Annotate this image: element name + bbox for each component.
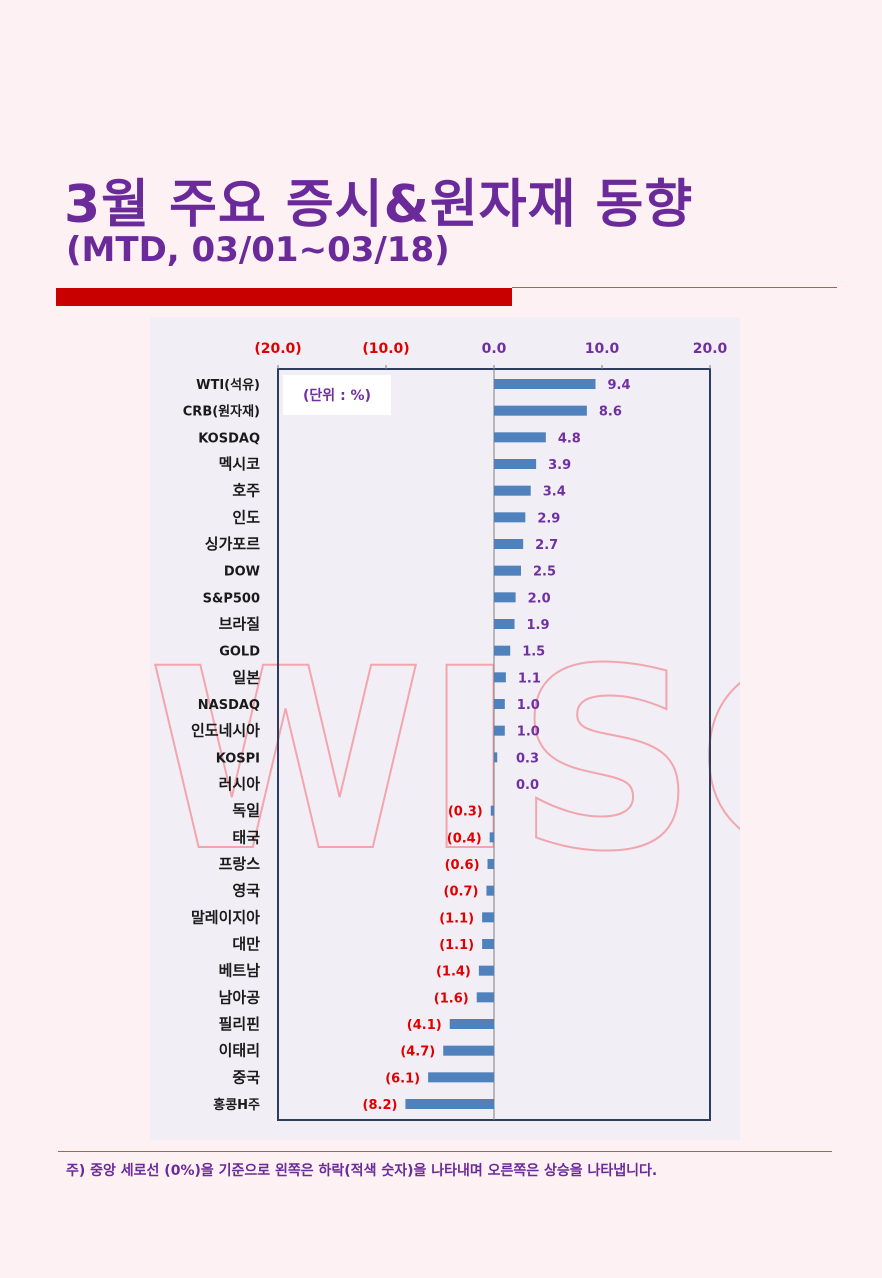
category-label: 영국 [232, 882, 260, 900]
value-label: 1.9 [527, 618, 550, 633]
footer-note: 주) 중앙 세로선 (0%)을 기준으로 왼쪽은 하락(적색 숫자)을 나타내며… [66, 1163, 658, 1179]
x-tick-label: (20.0) [254, 341, 301, 357]
category-label: 베트남 [219, 962, 261, 980]
value-label: (0.7) [444, 885, 479, 900]
category-label: 프랑스 [219, 855, 261, 873]
bar [449, 1019, 494, 1029]
category-label: KOSPI [216, 751, 260, 766]
category-label: WTI(석유) [196, 378, 260, 393]
title-accent-bar [56, 288, 512, 306]
value-label: 9.4 [608, 378, 631, 393]
bar [476, 992, 494, 1003]
value-label: (1.1) [439, 938, 474, 953]
bar [490, 805, 494, 816]
category-label: 인도 [232, 508, 260, 526]
bar [494, 405, 587, 416]
category-label: 러시아 [219, 775, 261, 793]
category-label: 브라질 [219, 615, 260, 633]
bar [494, 619, 515, 629]
bar [489, 832, 494, 843]
category-label: 일본 [232, 668, 260, 686]
category-label: CRB(원자재) [183, 405, 260, 420]
category-label: 독일 [232, 802, 260, 820]
watermark-text: WISC [150, 615, 740, 906]
category-label: S&P500 [203, 591, 260, 606]
bar [494, 539, 524, 549]
bar [494, 432, 546, 443]
bar [487, 859, 494, 869]
bar [443, 1045, 494, 1056]
value-label: (0.4) [447, 831, 482, 846]
bar [482, 939, 494, 949]
bar [405, 1099, 494, 1109]
unit-label-box [283, 375, 391, 415]
value-label: (8.2) [363, 1098, 398, 1113]
x-tick-label: 0.0 [482, 341, 507, 357]
category-label: 중국 [232, 1068, 260, 1086]
bar [494, 379, 596, 389]
title-underline [512, 287, 837, 288]
value-label: 0.0 [516, 778, 539, 793]
value-label: 1.5 [522, 645, 545, 660]
bar [494, 459, 537, 469]
bar [494, 592, 516, 603]
category-label: GOLD [219, 645, 260, 660]
value-label: 4.8 [558, 431, 581, 446]
bar [486, 885, 494, 896]
value-label: 2.9 [537, 511, 560, 526]
value-label: 8.6 [599, 405, 622, 420]
bar [494, 565, 521, 576]
bar [494, 725, 505, 736]
category-label: NASDAQ [198, 698, 260, 713]
category-label: 인도네시아 [191, 722, 260, 740]
value-label: 3.4 [543, 485, 566, 500]
bar [428, 1072, 494, 1083]
chart-panel: WISC (20.0) (10.0) 0.0 10.0 20.0 (단위 : %) WTI(석… [150, 317, 740, 1140]
bar [494, 699, 505, 709]
bar [478, 965, 494, 976]
value-label: (1.6) [434, 991, 469, 1006]
category-label: 말레이지아 [191, 908, 260, 926]
category-label: 남아공 [219, 988, 261, 1006]
value-label: (1.4) [436, 965, 471, 980]
value-label: (0.6) [445, 858, 480, 873]
unit-label: (단위 : %) [303, 387, 371, 404]
x-tick-label: (10.0) [362, 341, 409, 357]
bar [494, 645, 511, 656]
category-label: 호주 [232, 482, 260, 500]
bar-chart: WISC (20.0) (10.0) 0.0 10.0 20.0 (단위 : %) WTI(석… [150, 341, 740, 1121]
value-label: (1.1) [439, 911, 474, 926]
x-tick-label: 20.0 [693, 341, 728, 357]
page-title: 3월 주요 증시&원자재 동향 [64, 175, 694, 235]
category-label: 싱가포르 [205, 535, 260, 553]
category-label: 홍콩H주 [213, 1097, 260, 1113]
value-label: (4.7) [400, 1045, 435, 1060]
bar [494, 672, 506, 683]
category-label: 필리핀 [219, 1015, 260, 1033]
value-label: 3.9 [548, 458, 571, 473]
value-label: (4.1) [407, 1018, 442, 1033]
value-label: 1.1 [518, 671, 541, 686]
value-label: 1.0 [517, 698, 540, 713]
value-label: 2.7 [535, 538, 558, 553]
category-label: 이태리 [219, 1042, 260, 1060]
bar [494, 512, 526, 523]
category-label: 대만 [232, 935, 260, 953]
page-subtitle: (MTD, 03/01~03/18) [66, 230, 450, 270]
value-label: 2.5 [533, 565, 556, 580]
category-label: KOSDAQ [198, 431, 260, 446]
value-label: (0.3) [448, 805, 483, 820]
category-label: 멕시코 [219, 455, 261, 473]
category-label: 태국 [232, 828, 260, 846]
value-label: 2.0 [528, 591, 551, 606]
x-tick-label: 10.0 [585, 341, 620, 357]
bar [482, 912, 494, 923]
footer-divider [58, 1151, 832, 1152]
value-label: (6.1) [385, 1071, 420, 1086]
category-label: DOW [224, 565, 260, 580]
value-label: 0.3 [516, 751, 539, 766]
bar [494, 485, 531, 496]
bar [494, 752, 498, 763]
value-label: 1.0 [517, 725, 540, 740]
